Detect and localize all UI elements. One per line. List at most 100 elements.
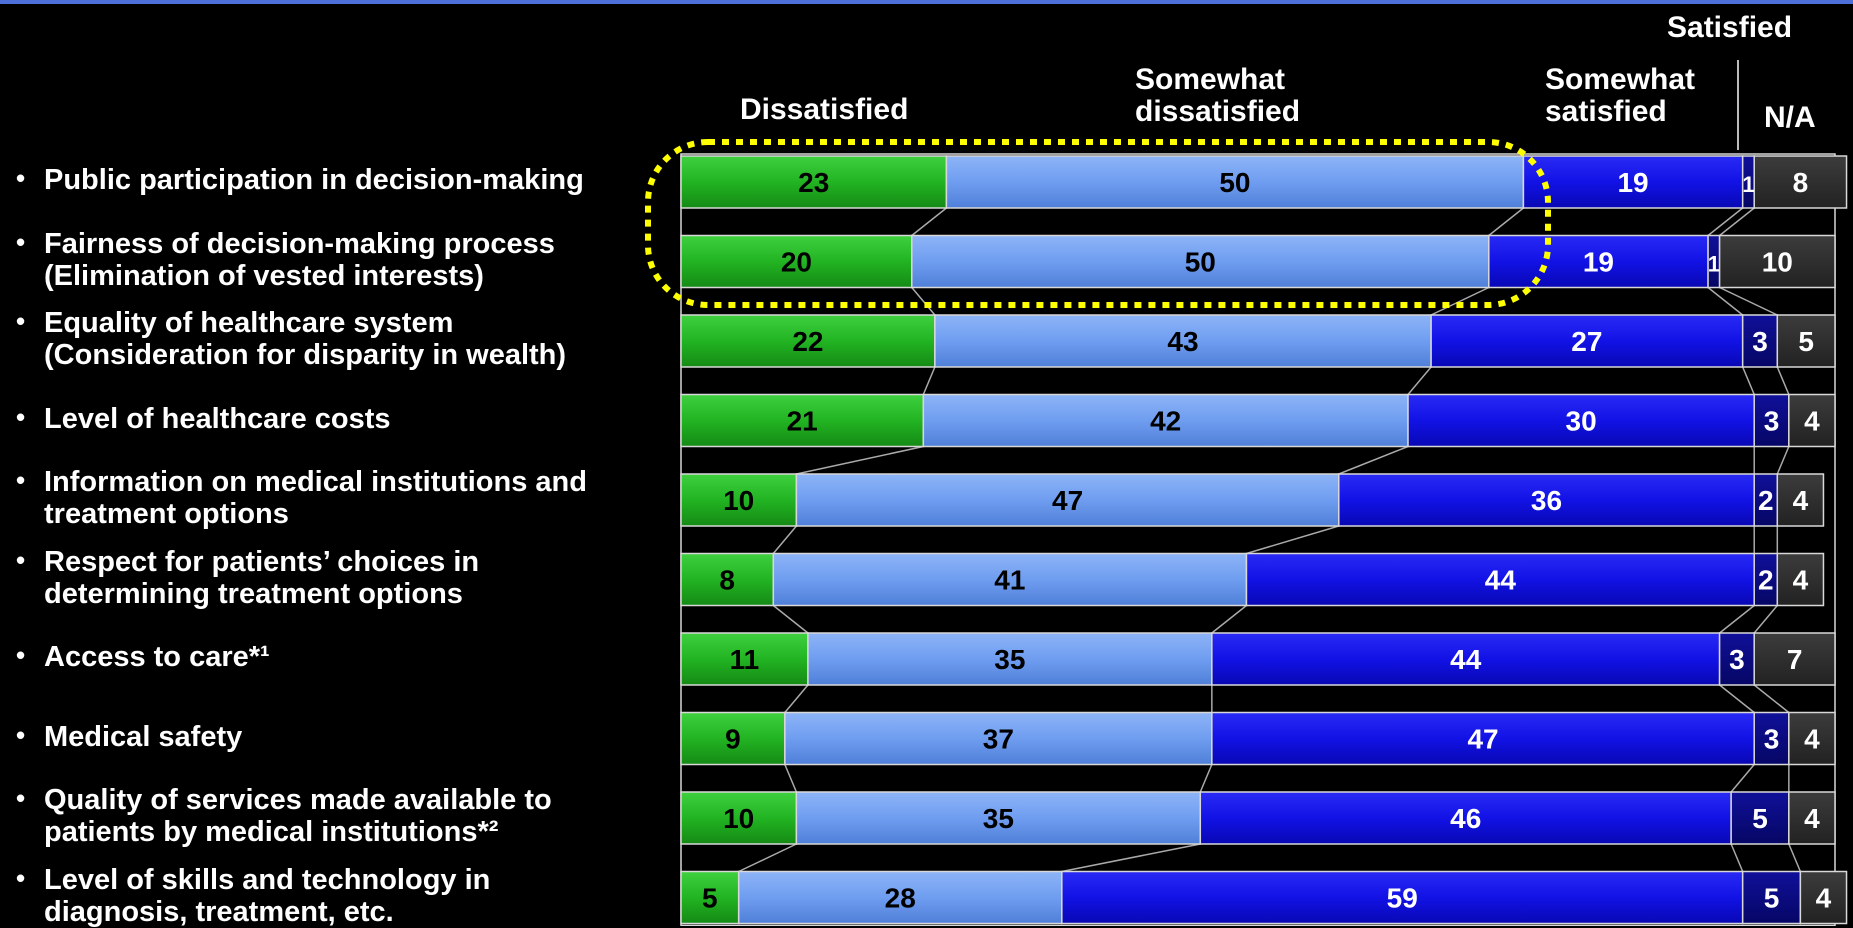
data-label: 4 (1793, 565, 1809, 596)
bar-segment (1718, 632, 1755, 686)
bar-segment (795, 473, 1340, 527)
header-somewhat-dissatisfied-text: Somewhat dissatisfied (1135, 63, 1301, 128)
connector-line (1730, 843, 1744, 872)
connector-line (1776, 446, 1790, 475)
data-label: 50 (1185, 247, 1216, 278)
data-label: 1 (1742, 172, 1754, 197)
bar-segment (1061, 870, 1744, 925)
bar-segment (1718, 234, 1836, 289)
header-somewhat-dissatisfied: Somewhat dissatisfied (1135, 64, 1375, 128)
connector-line (1730, 764, 1755, 793)
bar-segment (784, 711, 1213, 766)
data-label: 50 (1219, 167, 1250, 198)
data-label: 3 (1764, 724, 1780, 755)
highlight-ellipse (645, 139, 1551, 308)
bullet-icon: • (16, 163, 26, 193)
data-label: 36 (1531, 485, 1562, 516)
data-label: 1 (1708, 252, 1720, 277)
connector-line (911, 207, 947, 237)
data-label: 5 (1798, 326, 1814, 357)
bar-segment (1799, 870, 1848, 925)
bar-segment (795, 791, 1202, 845)
bar-segment (680, 234, 913, 289)
bar-segment (1522, 155, 1744, 209)
data-label: 3 (1752, 326, 1768, 357)
bar-segment (1338, 473, 1755, 527)
connector-line (1719, 684, 1755, 714)
connector-line (1211, 604, 1247, 634)
data-label: 3 (1729, 644, 1745, 675)
bullet-icon: • (16, 401, 26, 432)
bar-segment (680, 473, 798, 527)
bar-segment (680, 314, 936, 368)
data-label: 23 (798, 167, 829, 198)
data-label: 44 (1485, 565, 1517, 596)
data-label: 4 (1804, 803, 1820, 834)
bar-segment (1776, 552, 1825, 607)
data-label: 5 (702, 883, 718, 914)
connector-line (1741, 366, 1755, 395)
category-label: • Quality of services made available to p… (16, 783, 666, 848)
connector-line (784, 764, 798, 793)
data-label: 2 (1758, 565, 1774, 596)
bar-segment (1753, 632, 1836, 686)
data-label: 3 (1764, 406, 1780, 437)
bar-segment (1753, 711, 1790, 766)
bar-segment (1211, 711, 1755, 766)
data-label: 4 (1804, 406, 1820, 437)
bar-segment (1788, 791, 1836, 845)
data-label: 42 (1150, 406, 1181, 437)
data-label: 2 (1758, 485, 1774, 516)
data-label: 47 (1052, 485, 1083, 516)
connector-line (1753, 684, 1790, 714)
category-label-text: Information on medical institutions and … (44, 466, 587, 530)
bullet-icon: • (16, 862, 26, 893)
connector-line (1719, 207, 1755, 237)
bar-segment (1776, 473, 1825, 527)
connector-line (1719, 604, 1755, 634)
data-label: 35 (983, 803, 1014, 834)
connector-line (1338, 445, 1409, 475)
data-label: 27 (1571, 326, 1602, 357)
bar-segment (1788, 711, 1836, 766)
bar-segment (945, 155, 1525, 209)
category-label: • Equality of healthcare system (Consider… (16, 306, 666, 371)
connector-line (1776, 366, 1790, 395)
header-somewhat-satisfied-text: Somewhat satisfied (1545, 63, 1696, 128)
connector-line (784, 684, 809, 713)
category-label: • Access to care*¹ (16, 640, 666, 673)
bullet-icon: • (16, 544, 26, 575)
category-label: • Fairness of decision-making process (El… (16, 227, 666, 292)
bar-segment (911, 234, 1490, 289)
bar-segment (1245, 552, 1755, 607)
bar-segment (1211, 632, 1721, 686)
bar-segment (1753, 155, 1848, 209)
data-label: 43 (1167, 326, 1198, 357)
connector-line (1707, 207, 1744, 237)
connector-line (1061, 843, 1201, 873)
bar-segment (772, 552, 1248, 607)
category-label-text: Respect for patients’ choices in determi… (44, 545, 480, 610)
data-label: 46 (1450, 803, 1481, 834)
category-label-text: Quality of services made available to pa… (44, 784, 552, 848)
bar-segment (922, 393, 1409, 448)
bar-segment (680, 870, 740, 925)
category-label: • Medical safety (16, 720, 666, 753)
connector-line (796, 445, 924, 475)
bar-segment (1788, 393, 1836, 448)
connector-line (1788, 843, 1802, 872)
data-label: 8 (719, 565, 735, 596)
data-label: 37 (983, 724, 1014, 755)
category-label-text: Medical safety (44, 720, 243, 753)
header-satisfied: Satisfied (1667, 11, 1793, 44)
data-label: 35 (994, 644, 1025, 675)
category-label-text: Equality of healthcare system (Considera… (44, 307, 567, 371)
bar-segment (680, 791, 798, 845)
bar-segment (680, 552, 775, 607)
category-label: • Information on medical institutions and… (16, 465, 666, 530)
data-label: 7 (1787, 644, 1803, 675)
connector-line (738, 843, 797, 873)
connector-line (922, 366, 936, 395)
data-label: 20 (781, 247, 812, 278)
